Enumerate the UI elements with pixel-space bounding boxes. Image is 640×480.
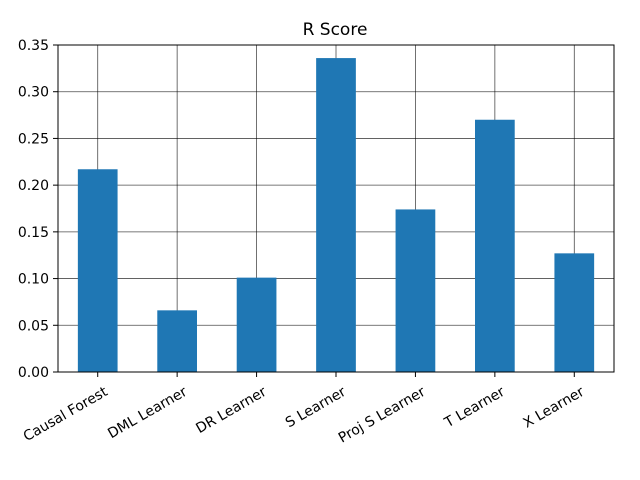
bar	[316, 58, 356, 373]
bar	[157, 310, 197, 372]
chart-title: R Score	[303, 20, 368, 40]
bar	[475, 119, 515, 372]
bar	[77, 169, 118, 372]
y-tick-label: 0.30	[18, 85, 49, 101]
y-tick-label: 0.35	[18, 38, 49, 54]
y-tick-label: 0.20	[18, 178, 49, 194]
bar	[236, 277, 277, 372]
y-tick-label: 0.15	[18, 225, 49, 241]
plot-frame	[57, 44, 615, 373]
axes-layer	[53, 44, 615, 377]
bar	[554, 253, 595, 372]
y-tick-label: 0.00	[18, 365, 49, 381]
y-tick-label: 0.25	[18, 131, 49, 147]
bars-layer	[77, 58, 595, 373]
y-tick-label: 0.05	[18, 318, 49, 334]
bar	[395, 209, 436, 372]
y-tick-labels: 0.00 0.05 0.10 0.15 0.20 0.25 0.30 0.35	[18, 38, 49, 381]
y-tick-label: 0.10	[18, 272, 49, 288]
